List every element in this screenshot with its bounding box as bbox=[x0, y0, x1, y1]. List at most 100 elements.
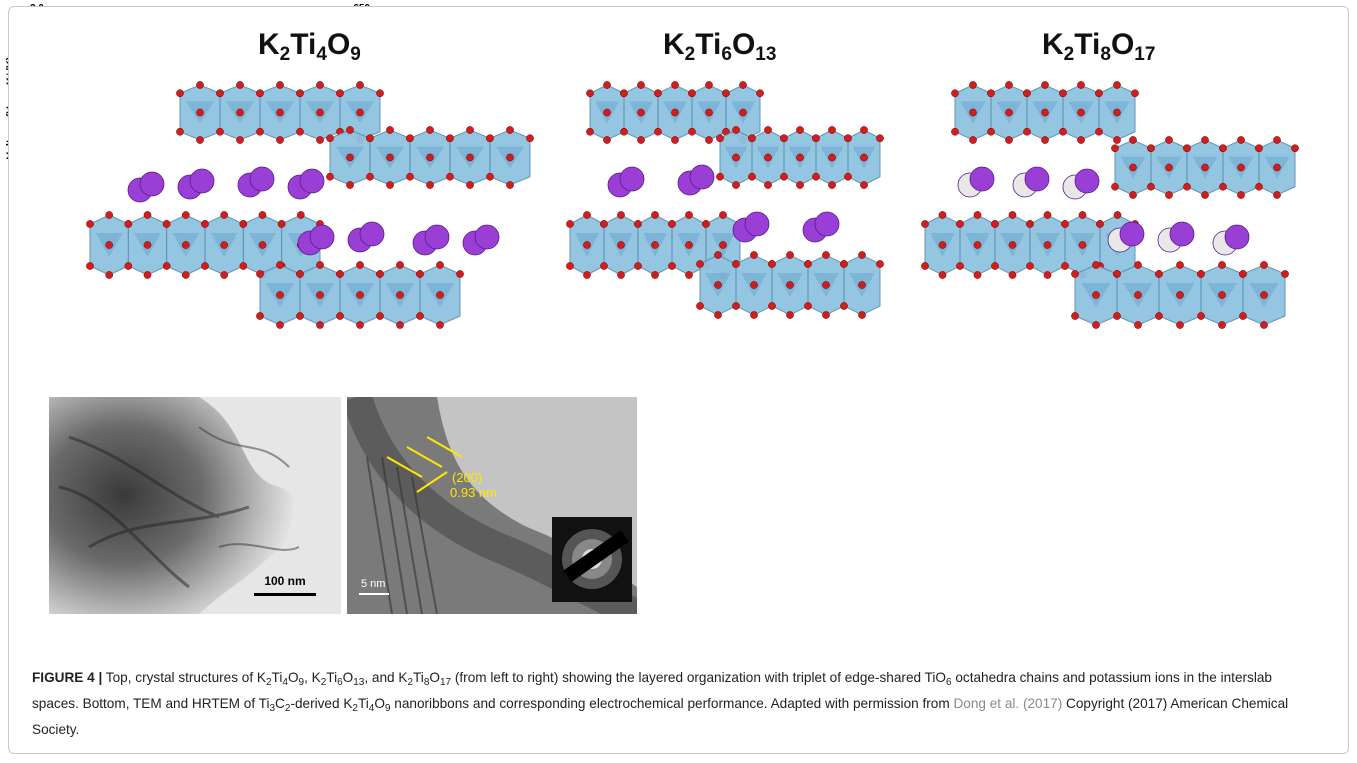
oxygen-atom bbox=[376, 270, 384, 278]
hrtem-image: (200) 0.93 nm 5 nm bbox=[347, 397, 637, 614]
oxygen-atom bbox=[426, 126, 434, 134]
oxygen-atom bbox=[1147, 144, 1155, 153]
oxygen-atom bbox=[786, 251, 794, 259]
crystal-structure-k2ti8o17 bbox=[921, 81, 1299, 329]
oxygen-atom bbox=[346, 153, 354, 162]
potassium-ion bbox=[814, 211, 840, 237]
oxygen-atom bbox=[796, 126, 804, 134]
oxygen-atom bbox=[714, 281, 722, 289]
oxygen-atom bbox=[722, 89, 730, 98]
oxygen-atom bbox=[220, 211, 229, 219]
oxygen-atom bbox=[668, 262, 676, 270]
oxygen-atom bbox=[705, 136, 713, 144]
oxygen-atom bbox=[1147, 182, 1155, 191]
oxygen-atom bbox=[637, 108, 645, 117]
oxygen-atom bbox=[336, 89, 344, 98]
oxygen-atom bbox=[256, 127, 264, 136]
oxygen-atom bbox=[1023, 127, 1031, 136]
oxygen-atom bbox=[938, 271, 947, 279]
oxygen-atom bbox=[366, 172, 374, 181]
oxygen-atom bbox=[973, 271, 982, 279]
oxygen-atom bbox=[1061, 262, 1069, 270]
oxygen-atom bbox=[416, 312, 424, 320]
oxygen-atom bbox=[1237, 191, 1245, 199]
oxygen-atom bbox=[600, 220, 608, 228]
oxygen-atom bbox=[276, 321, 284, 329]
oxygen-atom bbox=[828, 153, 836, 162]
oxygen-atom bbox=[1183, 182, 1191, 191]
oxygen-atom bbox=[1218, 261, 1226, 269]
oxygen-atom bbox=[239, 262, 248, 270]
oxygen-atom bbox=[1260, 321, 1268, 329]
potassium-ion bbox=[359, 221, 385, 247]
oxygen-atom bbox=[105, 241, 114, 249]
oxygen-atom bbox=[1005, 136, 1013, 144]
oxygen-atom bbox=[1111, 182, 1119, 191]
oxygen-atom bbox=[671, 108, 679, 117]
oxygen-atom bbox=[1165, 191, 1173, 199]
oxygen-atom bbox=[356, 321, 364, 329]
oxygen-atom bbox=[386, 181, 394, 189]
oxygen-atom bbox=[1026, 220, 1034, 228]
oxygen-atom bbox=[1041, 136, 1049, 144]
oxygen-atom bbox=[316, 321, 324, 329]
oxygen-atom bbox=[603, 136, 611, 144]
oxygen-atom bbox=[1260, 261, 1268, 269]
potassium-ion bbox=[619, 166, 645, 192]
oxygen-atom bbox=[668, 220, 676, 228]
oxygen-atom bbox=[326, 134, 334, 143]
oxygen-atom bbox=[768, 302, 776, 310]
oxygen-atom bbox=[876, 134, 884, 143]
oxygen-atom bbox=[220, 241, 229, 249]
oxygen-atom bbox=[938, 241, 947, 249]
oxygen-atom bbox=[356, 261, 364, 269]
oxygen-atom bbox=[346, 126, 354, 134]
potassium-ion bbox=[1074, 168, 1100, 194]
oxygen-atom bbox=[651, 271, 659, 279]
oxygen-atom bbox=[1273, 191, 1281, 199]
oxygen-atom bbox=[1165, 136, 1173, 144]
caption-reference-link[interactable]: Dong et al. (2017) bbox=[953, 696, 1063, 711]
oxygen-atom bbox=[1255, 182, 1263, 191]
oxygen-atom bbox=[316, 108, 324, 117]
oxygen-atom bbox=[1129, 136, 1137, 144]
oxygen-atom bbox=[316, 81, 324, 89]
oxygen-atom bbox=[748, 134, 756, 143]
oxygen-atom bbox=[844, 172, 852, 181]
potassium-ion bbox=[139, 171, 165, 197]
oxygen-atom bbox=[506, 126, 514, 134]
oxygen-atom bbox=[991, 220, 999, 228]
oxygen-atom bbox=[426, 181, 434, 189]
oxygen-atom bbox=[356, 291, 364, 299]
oxygen-atom bbox=[386, 153, 394, 162]
oxygen-atom bbox=[176, 89, 184, 98]
oxygen-atom bbox=[921, 262, 929, 270]
oxygen-atom bbox=[456, 270, 464, 278]
oxygen-atom bbox=[1237, 163, 1245, 172]
oxygen-atom bbox=[196, 136, 204, 144]
oxygen-atom bbox=[1129, 191, 1137, 199]
figure-caption: FIGURE 4 | Top, crystal structures of K2… bbox=[32, 670, 1289, 737]
oxygen-atom bbox=[236, 136, 244, 144]
oxygen-atom bbox=[239, 220, 248, 228]
oxygen-atom bbox=[973, 211, 982, 219]
oxygen-atom bbox=[969, 81, 977, 89]
oxygen-atom bbox=[1095, 89, 1103, 98]
oxygen-atom bbox=[1113, 312, 1121, 320]
oxygen-atom bbox=[1176, 321, 1184, 329]
oxygen-atom bbox=[688, 89, 696, 98]
oxygen-atom bbox=[1111, 144, 1119, 153]
oxygen-atom bbox=[296, 312, 304, 320]
oxygen-atom bbox=[1026, 262, 1034, 270]
tem-image: 100 nm bbox=[49, 397, 341, 614]
oxygen-atom bbox=[617, 271, 625, 279]
oxygen-atom bbox=[634, 220, 642, 228]
oxygen-atom bbox=[1096, 220, 1104, 228]
tem-scale-label: 100 nm bbox=[264, 574, 305, 588]
oxygen-atom bbox=[406, 134, 414, 143]
oxygen-atom bbox=[1078, 211, 1087, 219]
oxygen-atom bbox=[956, 220, 964, 228]
potassium-ion bbox=[969, 166, 995, 192]
oxygen-atom bbox=[1043, 241, 1052, 249]
oxygen-atom bbox=[446, 172, 454, 181]
